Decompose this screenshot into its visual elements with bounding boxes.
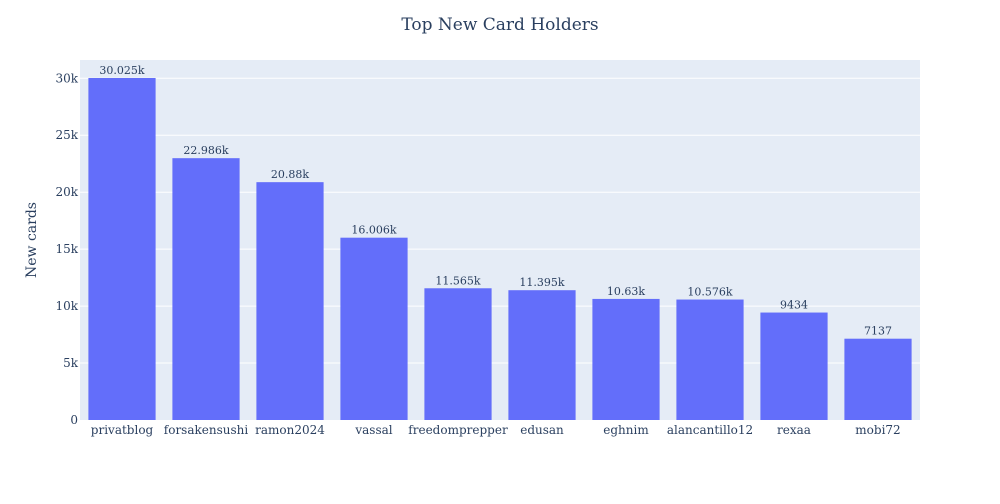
y-axis-ticks: 0 5k 10k 15k 20k 25k 30k xyxy=(55,71,78,427)
bars xyxy=(88,77,912,420)
data-label: 10.576k xyxy=(687,286,732,299)
data-label: 7137 xyxy=(864,325,892,338)
x-tick-label: eghnim xyxy=(603,423,649,437)
data-label: 10.63k xyxy=(607,285,645,298)
data-label: 22.986k xyxy=(183,144,228,157)
x-tick-label: mobi72 xyxy=(855,423,900,437)
bar-edusan[interactable] xyxy=(508,290,576,420)
x-tick-label: rexaa xyxy=(777,423,811,437)
bar-rexaa[interactable] xyxy=(760,312,828,420)
bar-forsakensushi[interactable] xyxy=(172,158,240,420)
y-tick-label: 15k xyxy=(55,242,78,256)
data-labels: 30.025k 22.986k 20.88k 16.006k 11.565k 11.395… xyxy=(99,64,892,338)
y-axis-label: New cards xyxy=(24,202,40,278)
y-tick-label: 0 xyxy=(70,413,78,427)
bar-mobi72[interactable] xyxy=(844,338,912,420)
y-tick-label: 30k xyxy=(55,71,78,85)
y-tick-label: 20k xyxy=(55,185,78,199)
x-tick-label: privatblog xyxy=(91,423,154,437)
data-label: 16.006k xyxy=(351,224,396,237)
x-tick-label: vassal xyxy=(354,423,392,437)
x-tick-label: ramon2024 xyxy=(255,423,325,437)
x-tick-label: edusan xyxy=(520,423,564,437)
x-tick-label: freedomprepper xyxy=(408,423,508,437)
chart-title: Top New Card Holders xyxy=(401,15,598,35)
y-tick-label: 25k xyxy=(55,128,78,142)
data-label: 11.395k xyxy=(519,276,564,289)
data-label: 20.88k xyxy=(271,168,309,181)
x-tick-label: alancantillo12 xyxy=(667,423,753,437)
y-tick-label: 10k xyxy=(55,299,78,313)
bar-privatblog[interactable] xyxy=(88,77,156,420)
bar-freedomprepper[interactable] xyxy=(424,288,492,420)
bar-alancantillo12[interactable] xyxy=(676,299,744,420)
x-tick-label: forsakensushi xyxy=(164,423,249,437)
data-label: 9434 xyxy=(780,299,808,312)
y-tick-label: 5k xyxy=(63,356,79,370)
data-label: 11.565k xyxy=(435,274,480,287)
bar-eghnim[interactable] xyxy=(592,298,660,420)
bar-ramon2024[interactable] xyxy=(256,182,324,420)
data-label: 30.025k xyxy=(99,64,144,77)
x-axis-ticks: privatblog forsakensushi ramon2024 vassal fr… xyxy=(91,423,901,437)
bar-vassal[interactable] xyxy=(340,237,408,420)
